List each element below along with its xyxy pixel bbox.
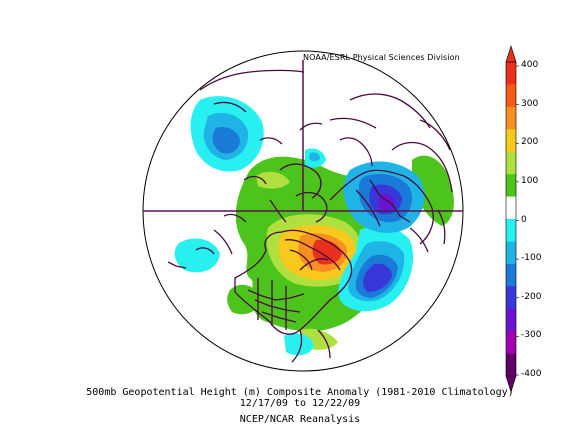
colorbar-segment (506, 62, 516, 85)
date-range: 12/17/09 to 12/22/09 (239, 398, 361, 409)
colorbar-arrow-bottom (505, 375, 517, 394)
colorbar-segment (506, 151, 516, 175)
colorbar-tick-label: -200 (521, 291, 542, 302)
positive-anomaly-core (256, 171, 290, 189)
colorbar-segment (506, 241, 516, 265)
colorbar-segment (506, 84, 516, 108)
colorbar-segment (506, 174, 516, 197)
colorbar-segment (506, 219, 516, 242)
negative-anomaly-spot (174, 238, 220, 273)
colorbar-segment (506, 308, 516, 332)
colorbar-segment (506, 196, 516, 220)
negative-anomaly-trough (363, 263, 392, 292)
colorbar-tick-label: 100 (521, 175, 539, 186)
figure-title: 500mb Geopotential Height (m) Composite … (86, 387, 514, 398)
colorbar-segment (506, 353, 516, 377)
colorbar-tick-label: 200 (521, 137, 539, 148)
colorbar (505, 44, 519, 394)
colorbar-tick-label: 300 (521, 98, 539, 109)
negative-anomaly-spot (284, 333, 314, 356)
coastlines (167, 69, 453, 363)
negative-anomaly-spot (309, 152, 320, 162)
negative-anomaly-pacific (212, 126, 240, 154)
colorbar-tick-label: -100 (521, 253, 542, 264)
credit-text: NOAA/ESRL Physical Sciences Division (303, 53, 460, 62)
colorbar-tick-label: 400 (521, 60, 539, 70)
dataset-name: NCEP/NCAR Reanalysis (239, 414, 361, 425)
colorbar-segment (506, 263, 516, 287)
positive-anomaly-band (412, 155, 454, 226)
colorbar-segment (506, 286, 516, 310)
colorbar-tick-label: -400 (521, 369, 542, 379)
colorbar-segment (506, 106, 516, 130)
colorbar-tick-label: -300 (521, 330, 542, 341)
colorbar-tick-label: 0 (521, 214, 527, 225)
anomaly-field (167, 69, 454, 363)
colorbar-arrow-top (505, 44, 517, 63)
colorbar-segment (506, 331, 516, 354)
colorbar-segment (506, 129, 516, 153)
